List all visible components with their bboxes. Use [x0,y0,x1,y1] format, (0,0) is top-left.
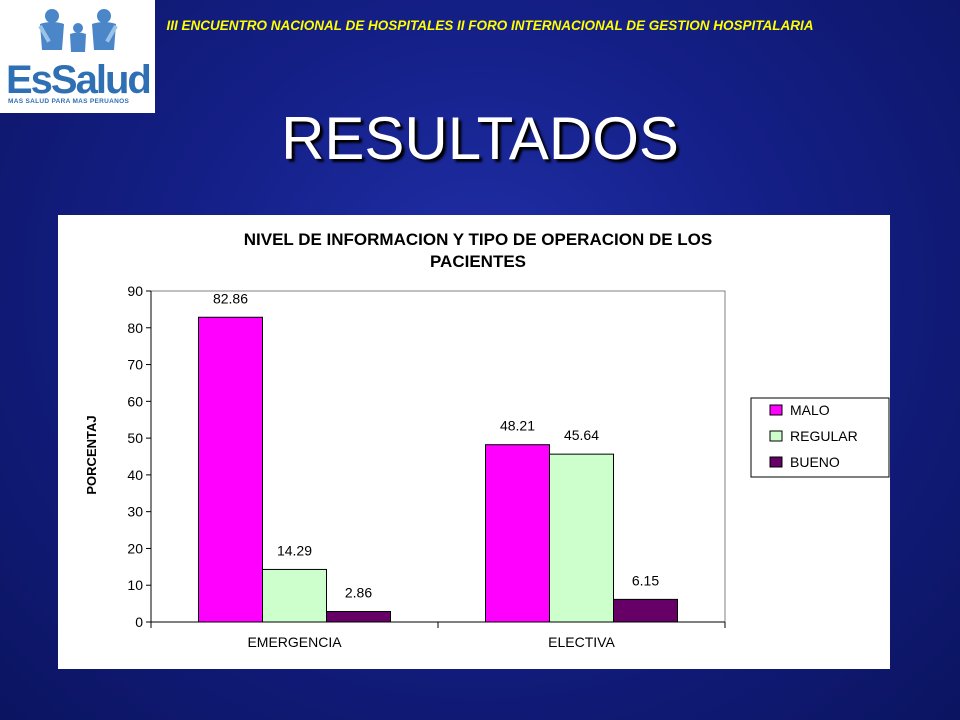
y-axis-label: PORCENTAJ [84,415,99,494]
legend-swatch-malo [769,404,783,416]
legend-swatch-regular [769,430,783,442]
legend-label-regular: REGULAR [790,428,858,444]
bar-bueno-emergencia [326,610,391,623]
family-figures-icon [38,9,118,52]
bar-regular-emergencia [262,568,327,623]
bar-malo-emergencia [198,316,263,623]
y-tick-label: 30 [127,504,143,520]
bar-regular-electiva [549,453,614,623]
event-header: III ENCUENTRO NACIONAL DE HOSPITALES II … [166,18,814,33]
data-label: 48.21 [500,418,535,434]
y-tick-label: 60 [127,393,143,409]
legend-swatch-bueno [769,456,783,468]
chart-title-line1: NIVEL DE INFORMACION Y TIPO DE OPERACION… [244,230,713,249]
bar-bueno-electiva [613,598,678,623]
essalud-logo: EsSalud MAS SALUD PARA MAS PERUANOS [0,0,155,113]
data-label: 14.29 [277,542,312,558]
logo-tagline: MAS SALUD PARA MAS PERUANOS [8,98,130,105]
y-tick-label: 50 [127,430,143,446]
data-label: 2.86 [345,584,372,600]
logo-wordmark: EsSalud [6,58,152,102]
chart-panel: NIVEL DE INFORMACION Y TIPO DE OPERACION… [58,215,890,669]
chart-title-line2: PACIENTES [430,252,526,271]
y-tick-label: 0 [135,614,143,630]
y-tick-label: 90 [127,283,143,299]
bar-chart: NIVEL DE INFORMACION Y TIPO DE OPERACION… [84,230,890,650]
y-tick-label: 70 [127,357,143,373]
y-tick-label: 80 [127,320,143,336]
y-tick-label: 20 [127,540,143,556]
legend-label-bueno: BUENO [790,454,840,470]
data-label: 45.64 [564,427,599,443]
slide-title: RESULTADOS [281,105,679,172]
data-label: 6.15 [632,572,659,588]
y-tick-label: 10 [127,577,143,593]
x-category-label: ELECTIVA [548,634,615,650]
x-category-label: EMERGENCIA [247,634,342,650]
data-label: 82.86 [213,290,248,306]
bar-malo-electiva [485,444,550,623]
y-tick-label: 40 [127,467,143,483]
legend-label-malo: MALO [790,402,830,418]
